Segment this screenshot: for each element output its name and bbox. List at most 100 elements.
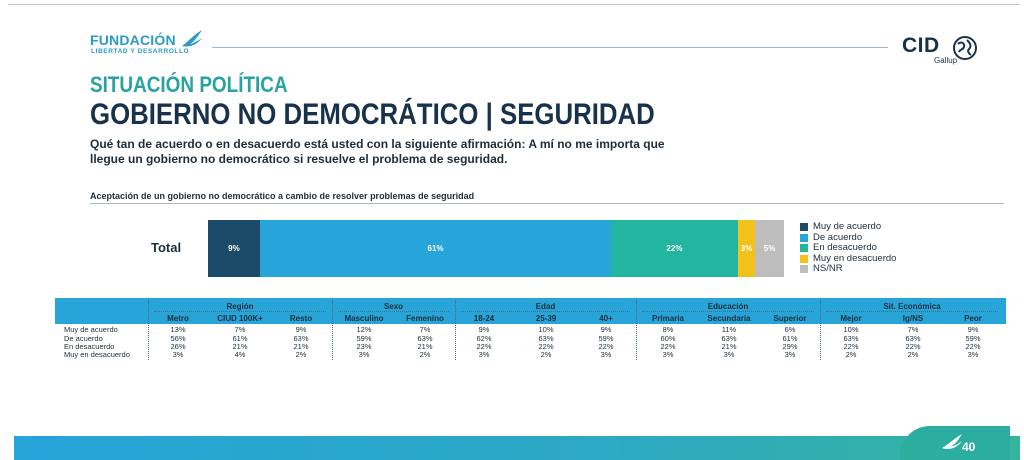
table-cell: 9%	[967, 325, 979, 334]
table-column-header: Resto	[289, 314, 313, 323]
bar-data-label: 61%	[427, 244, 444, 253]
legend-label: Muy de acuerdo	[813, 221, 882, 233]
table-column-header: Primaria	[651, 314, 685, 323]
table-cell: 3%	[478, 350, 490, 359]
table-cell: 2%	[419, 350, 431, 359]
table-cell: 7%	[234, 325, 246, 334]
table-column-header: Mejor	[840, 314, 862, 323]
table-cell: 3%	[784, 350, 796, 359]
stacked-bar: 9% 61% 22% 3% 5%	[208, 220, 784, 277]
table-column-header: Masculino	[344, 314, 384, 323]
group-underline	[826, 311, 998, 312]
legend-item: NS/NR	[800, 264, 896, 275]
table-column-header: 18-24	[473, 314, 495, 323]
table-group-header: Sit. Económica	[883, 302, 941, 311]
table-cell: 60%	[660, 334, 676, 343]
legend-label: NS/NR	[813, 263, 843, 275]
table-cell: 56%	[170, 334, 186, 343]
table-cell: 63%	[538, 334, 554, 343]
cid-gallup-logo: CID Gallup	[902, 34, 984, 66]
table-cell: 13%	[170, 325, 186, 334]
table-cell: 2%	[295, 350, 307, 359]
footer-band	[14, 436, 1020, 460]
legend-swatch	[800, 233, 808, 242]
column-divider	[636, 300, 637, 360]
table-row-label: En desacuerdo	[64, 342, 115, 351]
table-cell: 2%	[540, 350, 552, 359]
cid-logo-name: CID	[902, 34, 940, 57]
table-cell: 63%	[843, 334, 859, 343]
legend-label: De acuerdo	[813, 231, 863, 243]
page-number: 40	[962, 440, 976, 454]
table-cell: 61%	[782, 334, 798, 343]
table-cell: 59%	[598, 334, 614, 343]
table-cell: 8%	[662, 325, 674, 334]
group-underline	[154, 311, 326, 312]
table-column-header: 25-39	[535, 314, 557, 323]
table-cell: 2%	[845, 350, 857, 359]
table-column-header: Metro	[167, 314, 189, 323]
bar-row-label: Total	[151, 240, 182, 255]
table-cell: 3%	[662, 350, 674, 359]
bar-segment-de-acuerdo	[259, 220, 612, 277]
legend-item: En desacuerdo	[800, 243, 896, 254]
bar-segment-ns-nr	[755, 220, 784, 277]
legend-item: Muy en desacuerdo	[800, 252, 897, 265]
bar-segment-muy-en-desacuerdo	[737, 220, 756, 277]
bar-segment-muy-de-acuerdo	[208, 220, 260, 277]
table-cell: 10%	[843, 325, 859, 334]
legend-swatch	[800, 244, 808, 253]
table-cell: 3%	[723, 350, 735, 359]
table-cell: 61%	[232, 334, 248, 343]
table-cell: 63%	[905, 334, 921, 343]
bar-data-label: 5%	[763, 244, 776, 253]
table-group-header: Educación	[707, 302, 749, 311]
dove-icon	[182, 30, 202, 47]
chart-title-rule	[90, 203, 1004, 204]
column-divider	[820, 300, 821, 360]
table-cell: 59%	[356, 334, 372, 343]
table-group-header: Edad	[535, 302, 556, 311]
table-cell: 59%	[965, 334, 981, 343]
table-cell: 7%	[907, 325, 919, 334]
group-underline	[642, 311, 814, 312]
column-divider	[332, 300, 333, 360]
table-cell: 63%	[721, 334, 737, 343]
table-column-header: CIUD 100K+	[217, 314, 263, 323]
fundacion-logo: FUNDACIÓN LIBERTAD Y DESARROLLO	[90, 30, 208, 62]
cid-logo-sub: Gallup	[934, 56, 958, 65]
survey-question: Qué tan de acuerdo o en desacuerdo está …	[90, 137, 665, 166]
table-cell: 3%	[967, 350, 979, 359]
table-cell: 9%	[295, 325, 307, 334]
table-group-header: Región	[226, 302, 254, 311]
table-cell: 9%	[478, 325, 490, 334]
group-underline	[461, 311, 630, 312]
table-cell: 22%	[538, 342, 554, 351]
table-cell: 63%	[293, 334, 309, 343]
table-cell: 3%	[172, 350, 184, 359]
chart-legend: Muy de acuerdo De acuerdo En desacuerdo Muy…	[800, 222, 896, 275]
globe-icon	[953, 36, 977, 60]
table-row-label: De acuerdo	[64, 334, 103, 343]
table-column-header: 40+	[599, 314, 613, 323]
table-column-header: Peor	[964, 314, 982, 323]
table-cell: 29%	[782, 342, 798, 351]
table-row-label: Muy de acuerdo	[64, 325, 118, 334]
group-underline	[338, 311, 449, 312]
table-cell: 62%	[476, 334, 492, 343]
page-title: GOBIERNO NO DEMOCRÁTICO | SEGURIDAD	[90, 98, 655, 131]
table-cell: 7%	[419, 325, 431, 334]
table-cell: 22%	[905, 342, 921, 351]
table-cell: 10%	[538, 325, 554, 334]
table-cell: 21%	[232, 342, 248, 351]
top-rule	[8, 4, 1020, 5]
legend-label: Muy en desacuerdo	[813, 252, 897, 264]
column-divider	[148, 300, 149, 360]
legend-swatch	[800, 254, 808, 263]
bar-data-label: 3%	[740, 244, 753, 253]
footer-tab	[900, 426, 1010, 460]
fundacion-logo-name: FUNDACIÓN	[90, 32, 176, 48]
legend-label: En desacuerdo	[813, 242, 877, 254]
table-cell: 9%	[600, 325, 612, 334]
header-rule	[212, 47, 888, 48]
